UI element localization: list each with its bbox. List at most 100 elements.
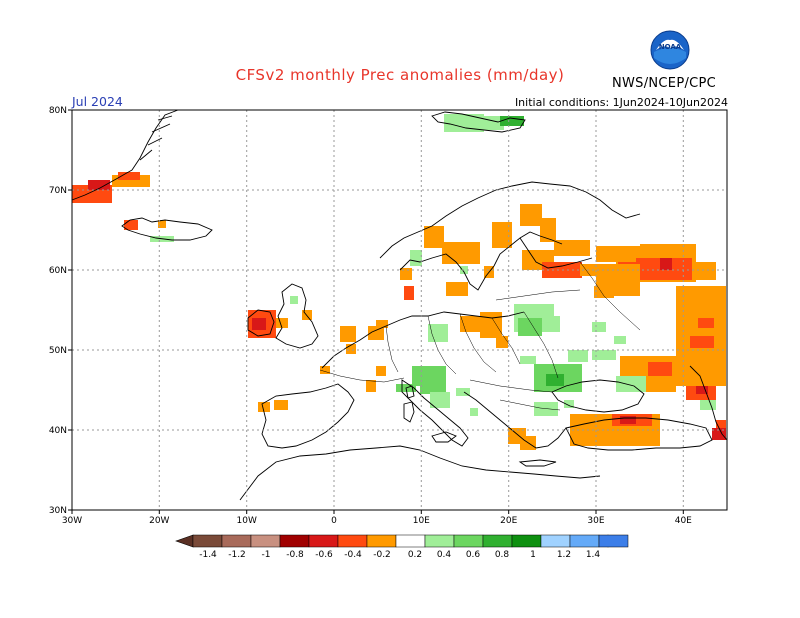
anomaly-patch bbox=[568, 350, 588, 362]
coastlines bbox=[71, 109, 728, 501]
colorbar-swatch bbox=[395, 534, 426, 548]
agency-label: NWS/NCEP/CPC bbox=[612, 76, 717, 91]
colorbar-label: -0.2 bbox=[373, 550, 391, 560]
anomaly-patch bbox=[614, 336, 626, 344]
anomaly-patch bbox=[430, 392, 450, 408]
anomaly-patch bbox=[544, 316, 560, 332]
border-line bbox=[495, 289, 581, 301]
border-line bbox=[499, 399, 561, 411]
country-borders bbox=[319, 261, 641, 411]
anomaly-patch bbox=[410, 250, 422, 266]
anomaly-patch bbox=[660, 258, 672, 270]
anomaly-patch bbox=[712, 428, 726, 440]
lat-label: 70N bbox=[49, 186, 67, 196]
anomaly-patch bbox=[158, 220, 166, 228]
coastline-turkey bbox=[565, 417, 713, 451]
noaa-logo-text: NOAA bbox=[659, 43, 682, 51]
border-line bbox=[319, 369, 405, 383]
anomaly-patch bbox=[404, 286, 414, 300]
lat-label: 80N bbox=[49, 106, 67, 116]
colorbar-boxes bbox=[192, 534, 629, 548]
anomaly-patch bbox=[594, 286, 614, 298]
border-line bbox=[469, 379, 553, 393]
colorbar-label: 1 bbox=[530, 550, 536, 560]
anomaly-patch bbox=[696, 386, 708, 394]
anomaly-patch bbox=[346, 344, 356, 354]
anomaly-patch bbox=[400, 268, 412, 280]
anomaly-patch bbox=[420, 380, 446, 394]
anomaly-patch bbox=[690, 336, 714, 348]
anomaly-patch bbox=[496, 336, 508, 348]
anomaly-patch bbox=[118, 172, 140, 180]
lat-label: 50N bbox=[49, 346, 67, 356]
colorbar-swatch bbox=[453, 534, 484, 548]
coastline-sardinia bbox=[403, 401, 415, 423]
anomaly-patch bbox=[252, 318, 266, 330]
colorbar-swatch bbox=[308, 534, 339, 548]
coastline-great-britain bbox=[275, 283, 319, 349]
colorbar-label: 0.2 bbox=[408, 550, 422, 560]
noaa-logo-icon: NOAA bbox=[650, 30, 690, 70]
lon-label: 20W bbox=[149, 516, 169, 526]
anomaly-patch bbox=[546, 374, 564, 386]
graticule bbox=[72, 110, 727, 510]
anomaly-patch bbox=[698, 318, 714, 328]
colorbar-swatch bbox=[250, 534, 281, 548]
anomaly-patch bbox=[446, 282, 468, 296]
colorbar-label: 0.4 bbox=[437, 550, 452, 560]
anomaly-patch bbox=[320, 366, 330, 374]
coastline-ireland bbox=[247, 309, 275, 337]
colorbar-swatch bbox=[540, 534, 571, 548]
colorbar-swatch bbox=[569, 534, 600, 548]
lon-label: 40E bbox=[675, 516, 692, 526]
lat-label: 40N bbox=[49, 426, 67, 436]
anomaly-patch bbox=[376, 366, 386, 376]
coastline-iberia bbox=[261, 383, 355, 449]
colorbar-swatch bbox=[337, 534, 368, 548]
map-frame bbox=[71, 109, 728, 511]
anomaly-patch bbox=[696, 262, 716, 280]
coastline-balkans bbox=[463, 391, 567, 449]
coastline-sweden bbox=[399, 231, 563, 291]
anomaly-patch bbox=[258, 402, 270, 412]
colorbar-label: -1.4 bbox=[199, 550, 217, 560]
anomaly-patch bbox=[424, 226, 444, 248]
coastline-corsica bbox=[405, 385, 415, 399]
coastline-black-sea bbox=[551, 379, 645, 413]
anomaly-patch bbox=[596, 246, 616, 262]
anomaly-patch bbox=[340, 326, 356, 342]
coastline-north-africa bbox=[239, 445, 601, 501]
lon-label: 10W bbox=[237, 516, 257, 526]
anomaly-patch bbox=[456, 388, 470, 396]
colorbar-swatch bbox=[221, 534, 252, 548]
lon-label: 30E bbox=[587, 516, 604, 526]
colorbar-label: 0.6 bbox=[466, 550, 481, 560]
anomaly-patch bbox=[648, 362, 672, 376]
coastline-sicily bbox=[431, 431, 457, 443]
forecast-month: Jul 2024 bbox=[72, 94, 123, 109]
coastline-caspian bbox=[689, 365, 728, 441]
colorbar-label: 1.4 bbox=[586, 550, 601, 560]
colorbar-swatch bbox=[511, 534, 542, 548]
coastline-crete bbox=[518, 459, 557, 467]
lat-label: 60N bbox=[49, 266, 67, 276]
colorbar-label: -0.8 bbox=[286, 550, 304, 560]
coastline-svalbard bbox=[431, 111, 526, 133]
colorbar-label: -0.4 bbox=[344, 550, 362, 560]
coastline-europe-west bbox=[321, 311, 525, 369]
anomaly-patch bbox=[480, 312, 502, 338]
lat-label: 30N bbox=[49, 506, 67, 516]
anomaly-patch bbox=[520, 356, 536, 364]
colorbar-label: 1.2 bbox=[557, 550, 571, 560]
anomaly-patch bbox=[492, 222, 512, 248]
colorbar-left-arrow bbox=[175, 534, 194, 548]
anomaly-patch bbox=[592, 322, 606, 332]
colorbar-label: -1.2 bbox=[228, 550, 246, 560]
anomaly-patch bbox=[460, 316, 480, 332]
anomaly-patch bbox=[444, 114, 484, 132]
anomaly-patch bbox=[290, 296, 298, 304]
coastline-iceland bbox=[121, 217, 213, 241]
anomaly-patch bbox=[534, 402, 558, 416]
anomaly-patch bbox=[124, 220, 138, 230]
